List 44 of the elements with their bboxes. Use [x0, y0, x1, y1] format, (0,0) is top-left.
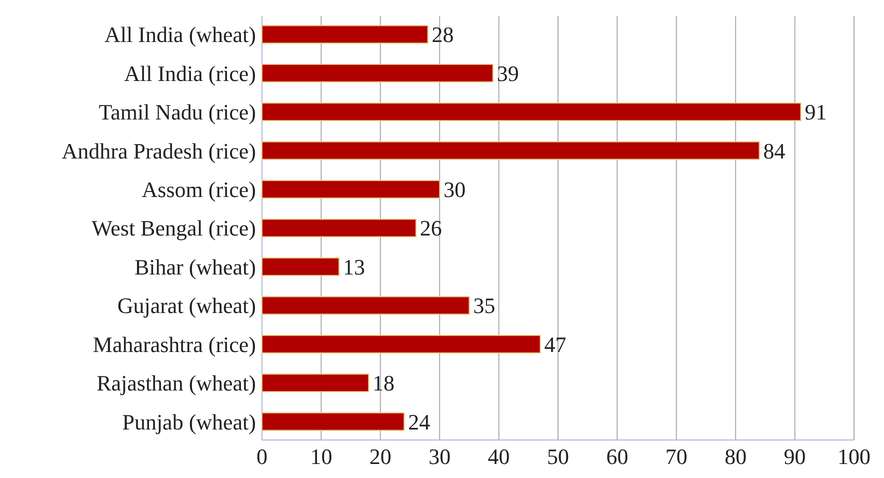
- data-label: 13: [342, 254, 365, 280]
- x-tick-label: 40: [488, 444, 510, 469]
- bar: [262, 258, 340, 276]
- y-tick-label: Gujarat (wheat): [117, 293, 256, 318]
- data-label: 47: [544, 332, 566, 357]
- y-tick-label: Bihar (wheat): [134, 254, 256, 280]
- data-label: 28: [432, 22, 454, 48]
- bar: [262, 64, 494, 82]
- y-tick-label: West Bengal (rice): [92, 216, 256, 241]
- bar: [262, 141, 760, 160]
- bar: [262, 102, 802, 122]
- bar: [262, 412, 405, 431]
- data-label: 24: [408, 409, 430, 434]
- data-label: 39: [496, 60, 519, 86]
- x-tick-label: 100: [838, 444, 870, 469]
- y-tick-label: Andhra Pradesh (rice): [62, 138, 256, 164]
- data-label: 91: [804, 100, 827, 125]
- data-label: 26: [420, 216, 442, 241]
- y-tick-label: Maharashtra (rice): [92, 332, 256, 357]
- data-label: 35: [473, 293, 496, 318]
- x-tick-label: 30: [428, 444, 451, 469]
- x-tick-label: 80: [724, 444, 747, 469]
- bar: [262, 296, 470, 315]
- data-label: 18: [372, 370, 395, 396]
- y-tick-label: Tamil Nadu (rice): [98, 100, 256, 125]
- y-tick-label: Assom (rice): [142, 176, 256, 202]
- y-tick-label: Rajasthan (wheat): [96, 370, 256, 396]
- x-tick-label: 60: [606, 444, 628, 469]
- data-label: 84: [763, 138, 786, 164]
- bar: [262, 374, 370, 392]
- x-tick-label: 50: [547, 444, 569, 469]
- bar: [262, 25, 428, 44]
- x-tick-label: 70: [665, 444, 688, 469]
- data-label: 30: [444, 176, 466, 202]
- x-tick-label: 20: [369, 444, 392, 469]
- y-tick-label: All India (wheat): [104, 22, 256, 48]
- bar: [262, 180, 440, 198]
- y-tick-label: All India (rice): [124, 60, 256, 86]
- x-tick-label: 90: [784, 444, 806, 469]
- bar: [262, 334, 541, 354]
- x-tick-label: 0: [256, 444, 268, 469]
- x-tick-label: 10: [310, 444, 332, 469]
- bar: [262, 218, 416, 238]
- y-tick-label: Punjab (wheat): [122, 409, 256, 434]
